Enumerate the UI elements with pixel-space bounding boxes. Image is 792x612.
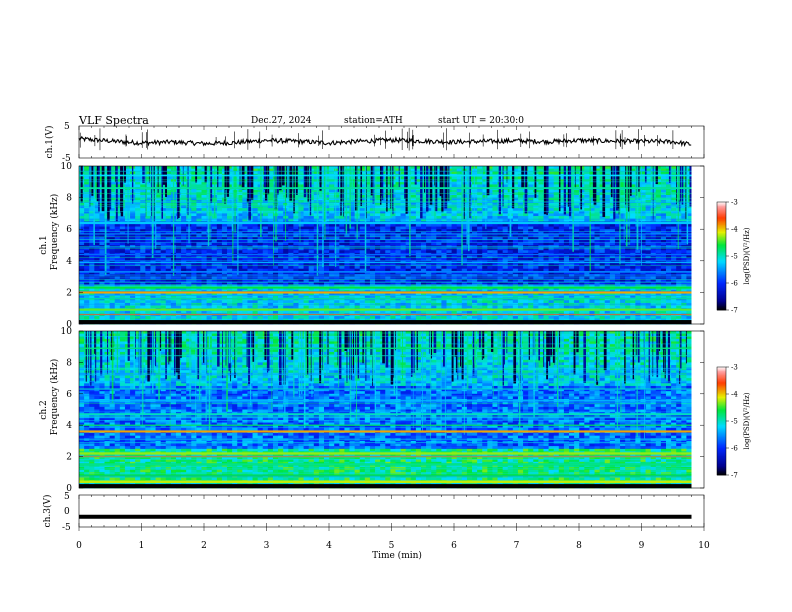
- spectral-band: [79, 174, 692, 177]
- ch3-ytick-top: 5: [64, 492, 70, 502]
- spectrogram-ytick-label: 6: [66, 225, 72, 235]
- time-tick-label: 2: [201, 541, 207, 551]
- colorbar-tick-label: -6: [731, 445, 738, 453]
- spectrogram-ytick-label: 8: [66, 194, 72, 204]
- time-tick-label: 1: [139, 541, 145, 551]
- ch1-waveform-trace: [78, 126, 705, 158]
- spectral-band: [79, 313, 692, 316]
- spectral-band: [79, 253, 692, 256]
- colorbar-tick-label: -3: [731, 364, 738, 372]
- spectrogram-ytick-label: 10: [61, 327, 73, 337]
- time-tick-label: 4: [326, 541, 332, 551]
- time-tick-label: 9: [639, 541, 645, 551]
- ch2-spectrogram-image: [79, 331, 704, 489]
- ch1-spectrogram-ylabel: Frequency (kHz): [49, 194, 60, 271]
- ch2-spectrogram-ylabel: Frequency (kHz): [49, 359, 60, 436]
- ch1-spectrogram-panel: 0 2 4 6 8 10 ch.1 Frequency (kHz) -3 -4 -5 -6 -7 l…: [39, 162, 751, 330]
- spectral-band: [79, 286, 692, 289]
- colorbar-tick-label: -5: [731, 418, 738, 426]
- ch2-spectrogram-channel-label: ch.2: [39, 400, 49, 419]
- colorbar-tick-label: -4: [731, 226, 738, 234]
- spectrogram-ytick-label: 4: [66, 257, 72, 267]
- spectrogram-ytick-label: 4: [66, 421, 72, 431]
- spectral-band: [79, 480, 692, 483]
- ch1-ytick-top: 5: [64, 122, 70, 132]
- station-label: station=ATH: [344, 116, 403, 126]
- colorbar-label: log(PSD)(V²/Hz): [743, 392, 751, 449]
- spectral-band: [79, 413, 692, 416]
- spectral-band: [79, 291, 692, 294]
- ch3-waveform-panel: 5 0 -5 ch.3(V) 0 1 2 3 4 5 6 7 8 9 10 Time (min): [42, 492, 710, 561]
- spectrogram-ytick-label: 0: [66, 320, 72, 330]
- spectral-band: [79, 298, 692, 300]
- colorbar-tick-label: -7: [731, 307, 738, 315]
- spectral-band: [79, 233, 692, 235]
- time-tick-label: 8: [576, 541, 582, 551]
- spectrogram-ytick-label: 6: [66, 390, 72, 400]
- ch1-spectrogram-image: [79, 166, 704, 325]
- time-tick-label: 3: [264, 541, 270, 551]
- spectral-band: [79, 221, 692, 225]
- colorbar-label: log(PSD)(V²/Hz): [743, 227, 751, 284]
- colorbar-tick-label: -4: [731, 391, 738, 399]
- ch1-ytick-bottom: -5: [62, 154, 71, 164]
- spectral-band: [79, 399, 692, 401]
- colorbar-tick-label: -6: [731, 280, 738, 288]
- time-axis-label: Time (min): [372, 550, 422, 561]
- ch2-spectrogram-panel: 0 2 4 6 8 10 ch.2 Frequency (kHz) -3 -4 -5 -6 -7 l…: [39, 327, 751, 494]
- ch1-spectrogram-frame: [78, 165, 705, 325]
- colorbar-tick-label: -5: [731, 253, 738, 261]
- spectral-band: [79, 424, 692, 426]
- ch1-waveform-line: [78, 135, 692, 148]
- ch3-waveform-ylabel: ch.3(V): [42, 495, 53, 528]
- colorbar-tick-label: -3: [731, 199, 738, 207]
- ch3-ytick-bottom: -5: [62, 523, 71, 533]
- ch1-spectrogram-channel-label: ch.1: [39, 235, 49, 254]
- spectrogram-ytick-label: 2: [66, 288, 72, 298]
- figure-title: VLF Spectra: [78, 114, 149, 127]
- spectral-band: [79, 347, 692, 349]
- time-tick-label: 6: [451, 541, 457, 551]
- spectral-band: [79, 455, 692, 458]
- ch2-colorbar: -3 -4 -5 -6 -7 log(PSD)(V²/Hz): [716, 364, 751, 480]
- ch1-waveform-ylabel: ch.1(V): [44, 126, 55, 159]
- date-label: Dec.27, 2024: [251, 116, 312, 126]
- time-axis-ticks: 0 1 2 3 4 5 6 7 8 9 10: [76, 527, 710, 551]
- spectrogram-ytick-label: 0: [66, 484, 72, 494]
- ch1-colorbar: -3 -4 -5 -6 -7 log(PSD)(V²/Hz): [716, 199, 751, 315]
- spectrogram-ytick-label: 8: [66, 358, 72, 368]
- colorbar-tick-label: -7: [731, 472, 738, 480]
- spectral-band: [79, 261, 692, 264]
- spectrogram-ytick-label: 2: [66, 453, 72, 463]
- time-tick-label: 0: [76, 541, 82, 551]
- ch3-waveform-frame: [78, 494, 705, 528]
- ch3-ytick-mid: 0: [64, 507, 70, 517]
- start-time-label: start UT = 20:30:0: [438, 116, 524, 126]
- spectral-band: [79, 271, 692, 273]
- spectral-band: [79, 308, 692, 311]
- spectral-band: [79, 474, 692, 477]
- ch2-spectrogram-frame: [78, 330, 705, 489]
- time-tick-label: 10: [698, 541, 710, 551]
- ch3-waveform-trace: [78, 495, 705, 527]
- spectral-band: [79, 187, 692, 190]
- spectral-band: [79, 430, 692, 433]
- ch1-waveform-panel: 5 -5 ch.1(V): [44, 122, 705, 164]
- time-tick-label: 7: [514, 541, 520, 551]
- spectral-band: [79, 452, 692, 455]
- spectrogram-ytick-label: 10: [61, 162, 73, 172]
- time-tick-label: 5: [389, 541, 395, 551]
